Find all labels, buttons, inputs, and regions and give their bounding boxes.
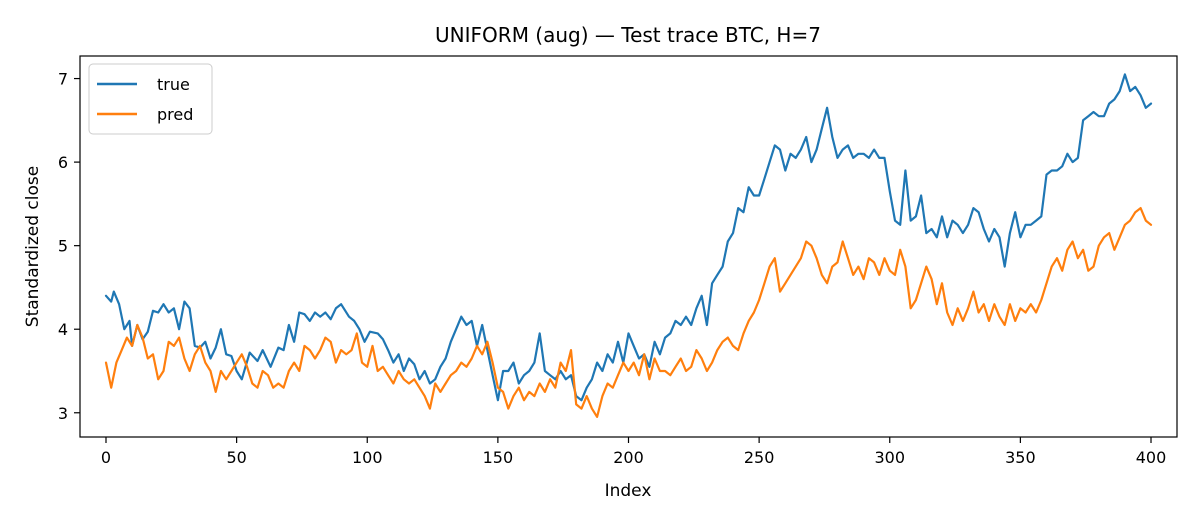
x-tick-label: 0 bbox=[101, 448, 111, 467]
plot-area bbox=[80, 56, 1177, 437]
x-axis: 0 50 100 150 200 250 300 350 400 bbox=[101, 437, 1166, 467]
series-layer bbox=[104, 73, 1153, 418]
y-tick-label: 7 bbox=[58, 70, 68, 89]
x-tick-label: 50 bbox=[226, 448, 246, 467]
y-axis-label: Standardized close bbox=[23, 166, 43, 327]
y-tick-label: 5 bbox=[58, 237, 68, 256]
x-tick-label: 300 bbox=[874, 448, 905, 467]
legend-box bbox=[88, 63, 213, 135]
legend-label-true: true bbox=[157, 75, 190, 94]
series-line-pred bbox=[104, 207, 1153, 418]
legend: true pred bbox=[88, 63, 213, 135]
x-tick-label: 150 bbox=[483, 448, 514, 467]
y-axis: 3 4 5 6 7 bbox=[58, 70, 80, 423]
x-tick-label: 350 bbox=[1005, 448, 1036, 467]
x-tick-label: 250 bbox=[744, 448, 775, 467]
y-tick-label: 6 bbox=[58, 153, 68, 172]
x-tick-label: 400 bbox=[1136, 448, 1167, 467]
y-tick-label: 3 bbox=[58, 404, 68, 423]
plot-frame bbox=[79, 55, 1178, 438]
y-tick-label: 4 bbox=[58, 320, 68, 339]
series-line-true bbox=[104, 73, 1153, 402]
x-tick-label: 100 bbox=[352, 448, 383, 467]
chart-title: UNIFORM (aug) — Test trace BTC, H=7 bbox=[435, 23, 821, 47]
x-tick-label: 200 bbox=[613, 448, 644, 467]
x-axis-label: Index bbox=[605, 481, 652, 501]
legend-label-pred: pred bbox=[157, 105, 193, 124]
